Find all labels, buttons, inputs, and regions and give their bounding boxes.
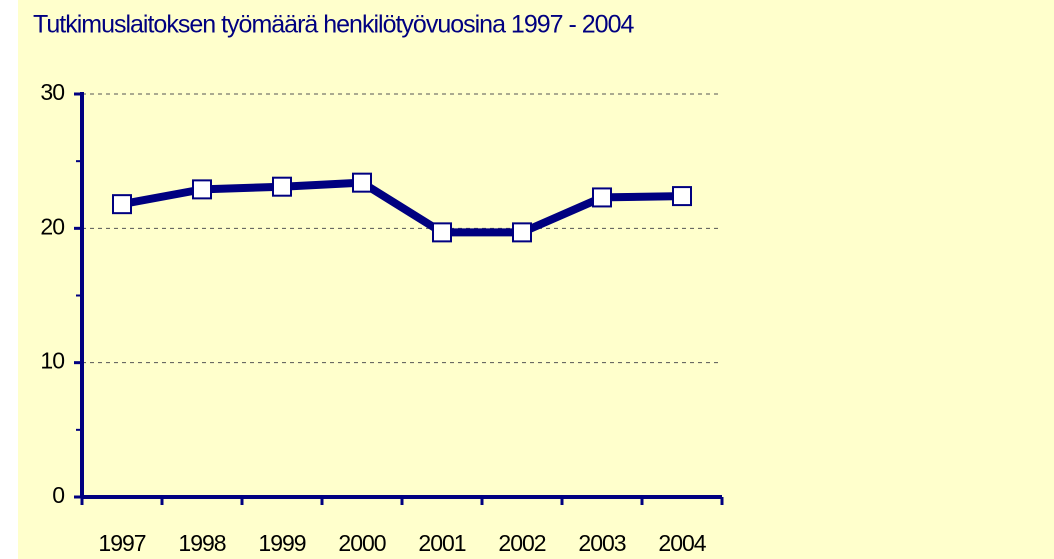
marker xyxy=(272,176,292,197)
marker xyxy=(672,186,692,207)
x-tick-label: 2003 xyxy=(578,530,625,556)
x-tick-label: 1999 xyxy=(258,530,305,556)
line xyxy=(121,178,683,237)
background xyxy=(18,0,1054,559)
marker xyxy=(592,187,612,208)
y-tick-label: 10 xyxy=(40,348,64,374)
y-tick-label: 0 xyxy=(52,482,64,508)
x-tick-label: 2002 xyxy=(498,530,545,556)
marker xyxy=(352,172,372,193)
y-tick-label: 30 xyxy=(40,79,64,105)
x-tick-label: 1997 xyxy=(98,530,145,556)
x-tick-label: 2001 xyxy=(418,530,465,556)
x-tick-label: 2000 xyxy=(338,530,385,556)
marker xyxy=(432,222,452,243)
x-tick-label: 2004 xyxy=(658,530,706,556)
y-tick-label: 20 xyxy=(40,213,64,239)
marker xyxy=(192,179,212,200)
chart-title: Tutkimuslaitoksen työmäärä henkilötyövuo… xyxy=(33,11,634,39)
x-tick-label: 1998 xyxy=(178,530,225,556)
marker xyxy=(512,222,532,243)
marker xyxy=(112,194,132,215)
